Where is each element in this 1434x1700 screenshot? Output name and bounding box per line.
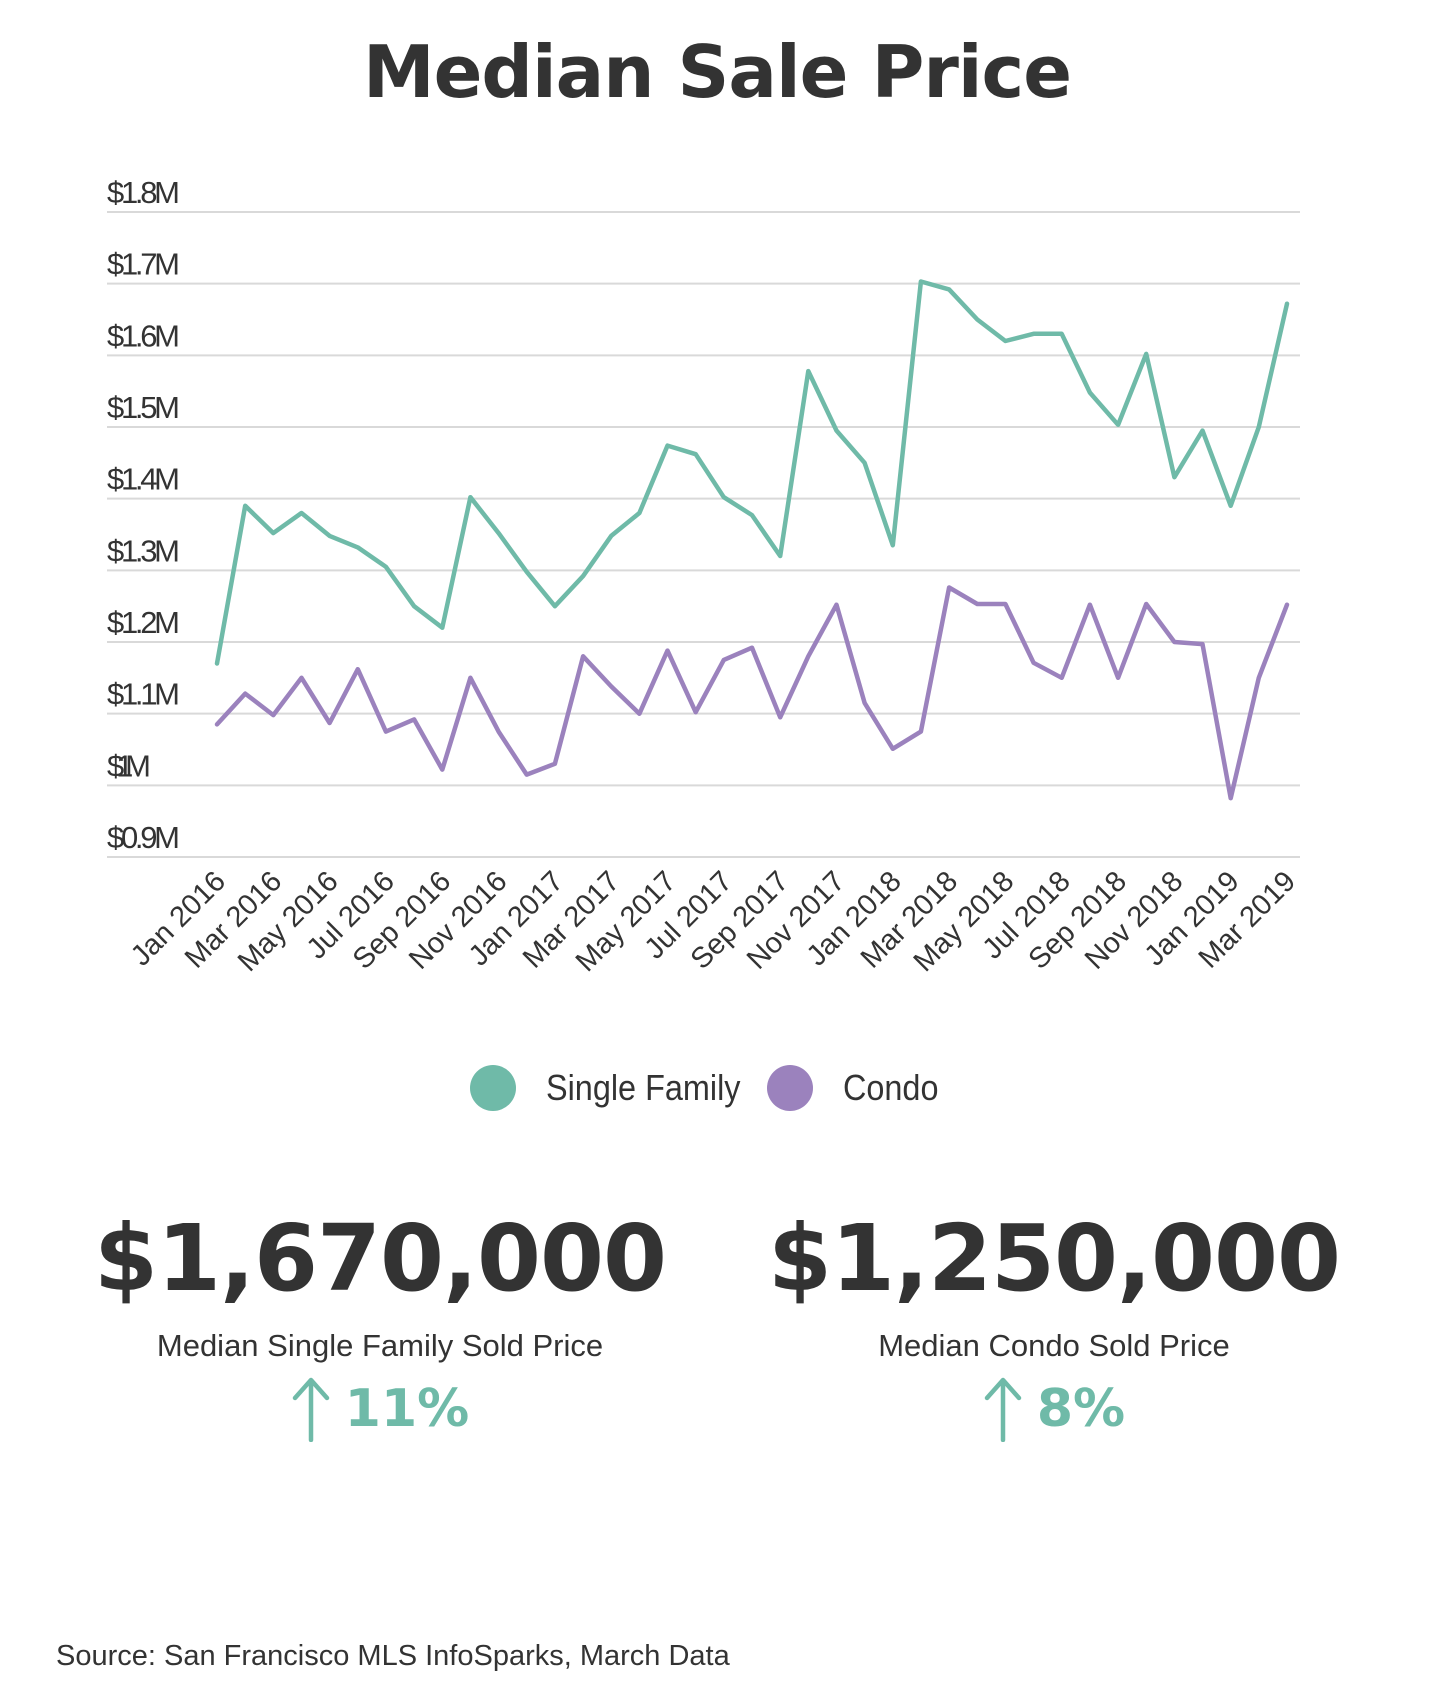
y-tick-label: $1.8M bbox=[107, 175, 180, 210]
stat-change-value-single-family: 11% bbox=[344, 1379, 470, 1439]
y-tick-label: $1M bbox=[107, 748, 151, 783]
legend-label-condo: Condo bbox=[843, 1067, 939, 1108]
stat-change-condo: 8% bbox=[744, 1376, 1364, 1442]
y-tick-label: $1.3M bbox=[107, 533, 180, 568]
y-tick-label: $1.5M bbox=[107, 390, 180, 425]
y-tick-label: $1.1M bbox=[107, 677, 180, 712]
series-line-condo bbox=[214, 585, 1290, 801]
y-tick-label: $1.2M bbox=[107, 605, 180, 640]
line-chart: $0.9M $1M $1.1M $1.2M $1.3M $1.4M $1.5M $1.6M $1… bbox=[107, 175, 1302, 978]
stat-single-family: $1,670,000 Median Single Family Sold Pri… bbox=[70, 1205, 690, 1442]
series-lines bbox=[214, 279, 1290, 801]
stat-label-single-family: Median Single Family Sold Price bbox=[156, 1328, 604, 1363]
y-tick-label: $1.4M bbox=[107, 462, 180, 497]
stat-change-single-family: 11% bbox=[70, 1376, 690, 1442]
legend-item-condo[interactable]: Condo bbox=[767, 1058, 949, 1118]
series-line-single-family bbox=[214, 279, 1290, 666]
legend: Single Family Condo bbox=[0, 1058, 1434, 1118]
grid-lines bbox=[107, 211, 1300, 858]
y-tick-label: $1.7M bbox=[107, 247, 180, 282]
y-tick-label: $1.6M bbox=[107, 318, 180, 353]
stat-change-value-condo: 8% bbox=[1036, 1379, 1126, 1439]
legend-item-single-family[interactable]: Single Family bbox=[470, 1058, 762, 1118]
stat-value-single-family: $1,670,000 bbox=[93, 1205, 667, 1312]
source-note: Source: San Francisco MLS InfoSparks, Ma… bbox=[56, 1640, 730, 1672]
stat-label-condo: Median Condo Sold Price bbox=[878, 1328, 1230, 1363]
legend-label-single-family: Single Family bbox=[546, 1067, 741, 1108]
stat-condo: $1,250,000 Median Condo Sold Price 8% bbox=[744, 1205, 1364, 1442]
chart-title: Median Sale Price bbox=[362, 30, 1072, 114]
legend-dot-condo bbox=[767, 1065, 813, 1111]
stat-value-condo: $1,250,000 bbox=[767, 1205, 1341, 1312]
y-axis-ticks: $0.9M $1M $1.1M $1.2M $1.3M $1.4M $1.5M $1.6M $1… bbox=[107, 175, 180, 855]
y-tick-label: $0.9M bbox=[107, 820, 180, 855]
arrow-up-icon bbox=[984, 1377, 1022, 1442]
legend-dot-single-family bbox=[470, 1065, 516, 1111]
arrow-up-icon bbox=[292, 1377, 330, 1442]
